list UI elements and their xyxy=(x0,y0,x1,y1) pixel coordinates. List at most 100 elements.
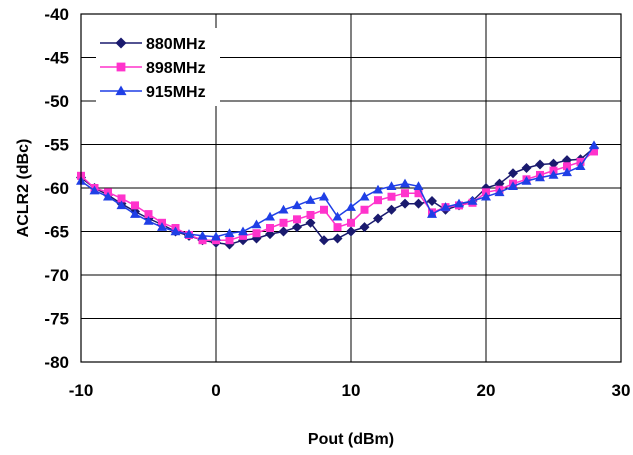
data-point-triangle xyxy=(548,169,559,179)
data-point-triangle xyxy=(508,181,518,191)
data-point-square xyxy=(387,192,396,201)
data-point-triangle xyxy=(481,191,491,201)
data-point-square xyxy=(333,223,342,232)
data-point-square xyxy=(144,210,153,219)
data-point-square xyxy=(252,229,261,238)
data-point-triangle xyxy=(319,191,329,201)
data-point-diamond xyxy=(521,162,532,173)
data-point-square xyxy=(401,189,409,198)
data-point-triangle xyxy=(332,211,343,221)
data-point-triangle xyxy=(589,140,599,150)
plot-area-frame xyxy=(80,13,622,363)
data-point-triangle xyxy=(116,200,127,210)
data-point-triangle xyxy=(143,216,154,225)
data-point-square xyxy=(117,194,126,203)
data-point-triangle xyxy=(373,184,383,194)
data-point-square xyxy=(293,215,301,224)
data-point-diamond xyxy=(400,198,410,209)
data-point-diamond xyxy=(427,196,437,207)
data-point-diamond xyxy=(319,235,329,246)
y-tick-label: -55 xyxy=(44,136,69,155)
data-point-triangle xyxy=(157,222,167,231)
series-layer xyxy=(76,140,599,250)
x-tick-label: 30 xyxy=(612,381,631,400)
data-point-diamond xyxy=(346,226,356,237)
legend-label: 880MHz xyxy=(146,36,206,53)
data-point-diamond xyxy=(535,159,545,170)
data-point-square xyxy=(360,205,369,214)
y-tick-label: -75 xyxy=(44,310,69,329)
data-point-triangle xyxy=(115,85,127,96)
data-point-triangle xyxy=(305,195,316,204)
data-point-square xyxy=(320,205,328,214)
data-point-triangle xyxy=(211,231,221,241)
legend: 880MHz 898MHz 915MHz xyxy=(96,28,220,106)
x-tick-label: 10 xyxy=(342,381,361,400)
data-point-triangle xyxy=(575,161,586,170)
data-point-square xyxy=(131,201,139,210)
y-tick-label: -50 xyxy=(44,92,69,111)
data-point-triangle xyxy=(170,226,181,236)
data-point-square xyxy=(590,147,598,156)
data-point-triangle xyxy=(238,226,248,236)
data-point-triangle xyxy=(400,178,410,188)
x-axis-title: Pout (dBm) xyxy=(308,431,394,448)
y-tick-label: -60 xyxy=(44,179,69,198)
data-point-diamond xyxy=(305,217,316,228)
data-point-triangle xyxy=(521,176,532,185)
data-point-diamond xyxy=(413,198,424,209)
data-point-diamond xyxy=(332,233,343,244)
legend-label: 898MHz xyxy=(146,60,206,77)
data-point-triangle xyxy=(251,219,262,229)
series-880MHz xyxy=(76,142,599,250)
data-point-triangle xyxy=(278,204,289,214)
x-tick-label: -10 xyxy=(69,381,94,400)
data-point-triangle xyxy=(562,167,572,177)
data-point-diamond xyxy=(548,158,559,169)
y-axis-title: ACLR2 (dBc) xyxy=(15,139,32,238)
data-point-square xyxy=(414,189,423,198)
data-point-triangle xyxy=(103,191,113,201)
data-point-square xyxy=(279,218,288,227)
data-point-square xyxy=(374,196,382,205)
data-point-square xyxy=(266,224,274,233)
data-point-triangle xyxy=(184,229,194,238)
y-axis-ticks: -40 -45 -50 -55 -60 -65 -70 -75 -80 xyxy=(44,5,69,372)
series-898MHz xyxy=(77,147,598,245)
y-tick-label: -45 xyxy=(44,49,69,68)
data-point-square xyxy=(225,236,234,245)
x-tick-label: 20 xyxy=(477,381,496,400)
data-point-triangle xyxy=(197,230,208,240)
data-point-triangle xyxy=(467,196,478,205)
data-point-diamond xyxy=(292,222,302,233)
data-point-square xyxy=(198,236,207,245)
data-point-triangle xyxy=(535,172,545,182)
data-point-triangle xyxy=(265,211,275,221)
y-tick-label: -70 xyxy=(44,266,69,285)
legend-label: 915MHz xyxy=(146,84,206,101)
data-point-triangle xyxy=(346,202,356,211)
data-point-diamond xyxy=(508,168,518,179)
y-tick-label: -65 xyxy=(44,223,69,242)
data-point-diamond xyxy=(359,222,370,233)
data-point-triangle xyxy=(359,191,370,201)
data-point-square xyxy=(239,231,247,240)
data-point-square xyxy=(306,210,315,219)
data-point-triangle xyxy=(292,200,302,210)
data-point-triangle xyxy=(89,185,100,195)
data-point-triangle xyxy=(494,187,505,197)
data-point-triangle xyxy=(413,181,424,191)
data-point-diamond xyxy=(278,226,289,237)
data-point-square xyxy=(563,162,571,171)
data-point-diamond xyxy=(386,204,397,215)
data-point-triangle xyxy=(224,228,235,237)
series-915MHz xyxy=(76,140,599,241)
y-tick-label: -40 xyxy=(44,5,69,24)
x-axis-ticks: -10 0 10 20 30 xyxy=(69,381,631,400)
data-point-triangle xyxy=(440,202,451,211)
data-point-diamond xyxy=(115,37,127,49)
data-point-triangle xyxy=(386,181,397,191)
data-point-diamond xyxy=(373,213,383,224)
y-tick-label: -80 xyxy=(44,353,69,372)
